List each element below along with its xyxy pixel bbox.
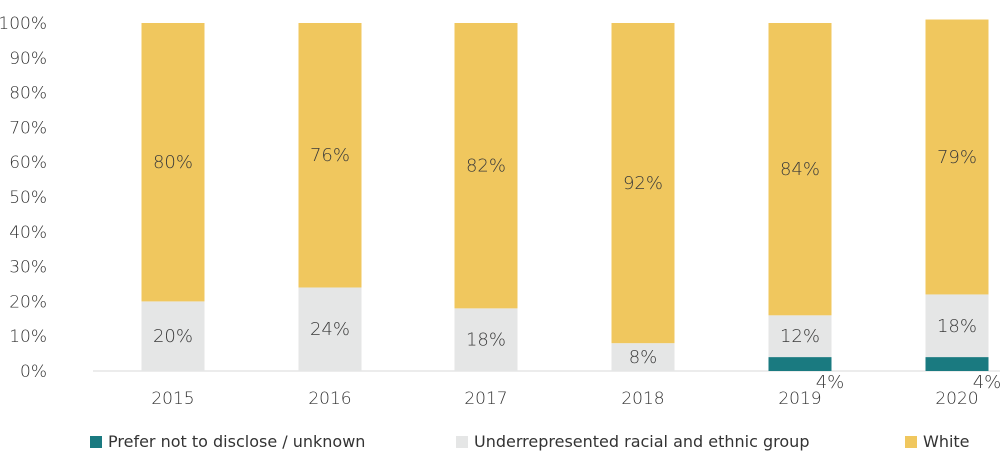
x-category-label: 2017 bbox=[464, 389, 507, 409]
stacked-bar-chart: 0% 10% 20% 30% 40% 50% 60% 70% 80% 90% 100% 20% 80% 2… bbox=[0, 14, 1002, 409]
bar-segment bbox=[454, 23, 518, 309]
legend: Prefer not to disclose / unknown Underrep… bbox=[0, 432, 1002, 458]
y-tick-label: 90% bbox=[9, 49, 47, 69]
bar-segment bbox=[454, 308, 518, 371]
bar-segment bbox=[611, 23, 675, 344]
x-category-label: 2019 bbox=[778, 389, 821, 409]
data-label: 8% bbox=[629, 347, 658, 368]
y-tick-label: 40% bbox=[9, 223, 47, 243]
y-tick-label: 30% bbox=[9, 258, 47, 278]
bar-segment bbox=[925, 357, 989, 371]
y-tick-label: 10% bbox=[9, 327, 47, 347]
data-label: 80% bbox=[153, 152, 193, 173]
data-label: 18% bbox=[937, 316, 977, 337]
y-tick-label: 60% bbox=[9, 153, 47, 173]
x-category-label: 2020 bbox=[935, 389, 978, 409]
legend-item: Prefer not to disclose / unknown bbox=[90, 432, 365, 451]
data-label: 18% bbox=[466, 330, 506, 351]
y-tick-label: 80% bbox=[9, 84, 47, 104]
y-tick-label: 0% bbox=[20, 362, 47, 382]
x-category-label: 2015 bbox=[151, 389, 194, 409]
y-tick-label: 70% bbox=[9, 118, 47, 138]
legend-swatch bbox=[905, 435, 917, 448]
data-label: 20% bbox=[153, 326, 193, 347]
data-label: 92% bbox=[623, 173, 663, 194]
bar-segment bbox=[141, 23, 205, 302]
bar-segment bbox=[611, 343, 675, 371]
bar-segment bbox=[298, 23, 362, 288]
y-tick-label: 20% bbox=[9, 292, 47, 312]
data-label: 12% bbox=[780, 326, 820, 347]
bar-segment bbox=[925, 294, 989, 358]
legend-item: Underrepresented racial and ethnic group bbox=[456, 432, 809, 451]
legend-label: White bbox=[923, 432, 970, 451]
legend-label: Underrepresented racial and ethnic group bbox=[474, 432, 810, 451]
data-label: 24% bbox=[310, 319, 350, 340]
data-label: 82% bbox=[466, 156, 506, 177]
y-tick-label: 50% bbox=[9, 188, 47, 208]
data-label: 79% bbox=[937, 147, 977, 168]
data-label: 76% bbox=[310, 145, 350, 166]
legend-swatch bbox=[90, 435, 102, 448]
x-category-label: 2016 bbox=[308, 389, 351, 409]
y-tick-label: 100% bbox=[0, 14, 47, 34]
bar-segment bbox=[768, 315, 832, 358]
bar-segment bbox=[141, 301, 205, 371]
data-label: 4% bbox=[973, 372, 1002, 393]
bar-segment bbox=[768, 357, 832, 371]
legend-item: White bbox=[905, 432, 970, 451]
legend-label: Prefer not to disclose / unknown bbox=[108, 432, 366, 451]
legend-swatch bbox=[456, 435, 468, 448]
data-label: 84% bbox=[780, 159, 820, 180]
x-category-label: 2018 bbox=[621, 389, 664, 409]
bar-segment bbox=[298, 287, 362, 371]
bar-segment bbox=[768, 23, 832, 316]
data-label: 4% bbox=[816, 372, 845, 393]
bar-segment bbox=[925, 19, 989, 295]
